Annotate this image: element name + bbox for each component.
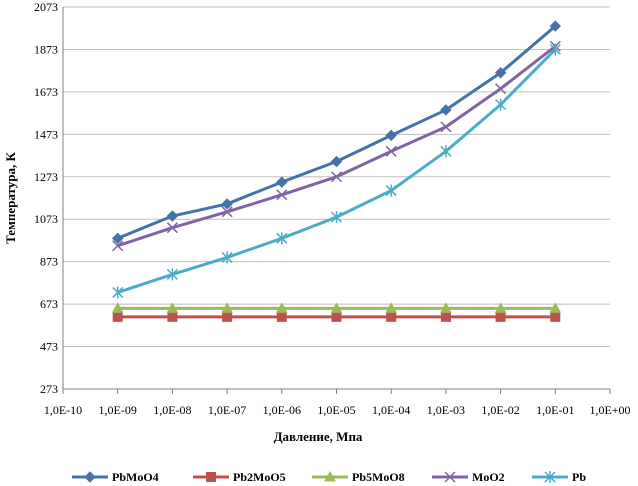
data-point-moo2	[330, 171, 343, 183]
data-point-pb	[385, 184, 397, 197]
data-point-pb	[440, 145, 452, 158]
legend-item-moo2: MoO2	[432, 470, 505, 484]
data-point-pb5moo8	[385, 302, 398, 313]
data-point-pb5moo8	[166, 302, 179, 313]
x-tick-label: 1,0E+00	[589, 403, 630, 417]
x-tick-label: 1,0E-01	[536, 403, 574, 417]
x-tick-label: 1,0E-03	[427, 403, 465, 417]
data-point-pb5moo8	[111, 302, 124, 313]
data-point-pb5moo8	[330, 302, 343, 313]
y-tick-label: 1273	[34, 170, 58, 184]
data-point-moo2	[440, 121, 452, 133]
data-point-pbmoo4	[440, 104, 452, 116]
data-point-pb2moo5	[222, 311, 233, 322]
data-point-pb2moo5	[331, 311, 342, 322]
data-point-pb2moo5	[167, 311, 178, 322]
data-point-pb	[221, 251, 233, 264]
data-point-pbmoo4	[385, 129, 397, 142]
legend-item-pb: Pb	[532, 470, 586, 484]
gridlines	[63, 6, 610, 390]
legend-label-moo2: MoO2	[472, 470, 505, 484]
x-tick-label: 1,0E-06	[263, 403, 301, 417]
x-tick-label: 1,0E-04	[372, 403, 410, 417]
y-tick-label: 1073	[34, 212, 58, 226]
x-tick-label: 1,0E-02	[481, 403, 519, 417]
legend-item-pb5moo8: Pb5MoO8	[312, 470, 405, 484]
data-point-pb	[330, 211, 343, 224]
data-point-moo2	[166, 222, 178, 234]
data-point-pb5moo8	[440, 302, 452, 313]
legend-label-pb5moo8: Pb5MoO8	[352, 470, 405, 484]
y-axis-title: Температура, К	[3, 152, 18, 244]
data-point-moo2	[276, 189, 288, 201]
y-tick-label: 273	[40, 382, 58, 396]
data-point-pb	[276, 232, 288, 245]
axes	[62, 7, 611, 394]
y-tick-label: 873	[40, 255, 58, 269]
legend-label-pb2moo5: Pb2MoO5	[233, 470, 286, 484]
data-point-pb2moo5	[550, 311, 561, 322]
data-point-pb	[166, 268, 178, 281]
y-tick-label: 673	[40, 297, 58, 311]
legend-marker-moo2	[444, 471, 456, 483]
data-point-pbmoo4	[276, 176, 288, 188]
x-tick-label: 1,0E-08	[153, 403, 191, 417]
legend-item-pbmoo4: PbMoO4	[72, 470, 159, 484]
y-tick-labels: 273 473 673 873 1073 1273 1473 1673 1873 2073	[34, 0, 58, 396]
series-pb2moo5	[112, 311, 561, 322]
data-point-pb5moo8	[494, 302, 507, 313]
x-tick-labels: 1,0E-10 1,0E-09 1,0E-08 1,0E-07 1,0E-06 1,0E-…	[44, 403, 631, 417]
legend-item-pb2moo5: Pb2MoO5	[193, 470, 286, 484]
data-point-moo2	[112, 240, 124, 252]
series-pb	[112, 43, 561, 299]
legend-label-pb: Pb	[572, 470, 586, 484]
data-point-pbmoo4	[111, 232, 124, 245]
data-point-pb2moo5	[495, 311, 506, 322]
data-point-moo2	[495, 83, 507, 95]
data-point-pbmoo4	[494, 67, 507, 79]
x-tick-label: 1,0E-10	[44, 403, 82, 417]
x-tick-label: 1,0E-07	[208, 403, 246, 417]
y-tick-label: 2073	[34, 0, 58, 14]
series-pbmoo4	[111, 20, 562, 245]
legend-marker-pbmoo4	[84, 471, 96, 483]
y-tick-label: 1473	[34, 127, 58, 141]
data-point-pb2moo5	[440, 311, 451, 322]
legend-marker-pb5moo8	[324, 470, 336, 482]
legend-marker-pb	[544, 471, 556, 483]
data-point-pbmoo4	[221, 198, 233, 210]
series-pb5moo8	[111, 302, 562, 313]
data-point-pbmoo4	[166, 210, 179, 222]
y-tick-label: 1673	[34, 85, 58, 99]
data-point-pb5moo8	[549, 302, 562, 313]
data-point-pbmoo4	[549, 20, 562, 32]
series-line-pbmoo4	[117, 24, 557, 240]
data-point-pb2moo5	[112, 311, 123, 322]
y-tick-label: 1873	[34, 42, 58, 56]
data-point-pb2moo5	[276, 311, 287, 322]
legend: PbMoO4 Pb2MoO5 Pb5MoO8 MoO2 Pb	[72, 470, 586, 484]
y-tick-label: 473	[40, 340, 58, 354]
data-point-pb	[549, 43, 561, 56]
x-axis-title: Давление, Мпа	[274, 429, 363, 444]
data-point-pb5moo8	[221, 302, 233, 313]
series-moo2	[112, 40, 561, 252]
data-point-pb5moo8	[275, 302, 288, 313]
legend-label-pbmoo4: PbMoO4	[112, 470, 159, 484]
series	[111, 20, 562, 322]
series-line-pb	[117, 48, 557, 294]
legend-marker-pb2moo5	[206, 472, 216, 482]
data-point-pb	[495, 98, 507, 111]
data-point-pbmoo4	[330, 155, 343, 168]
data-point-moo2	[221, 206, 233, 218]
x-tick-label: 1,0E-05	[317, 403, 355, 417]
data-point-pb2moo5	[386, 311, 397, 322]
data-point-pb	[112, 286, 124, 299]
x-tick-label: 1,0E-09	[99, 403, 137, 417]
data-point-moo2	[385, 145, 397, 157]
